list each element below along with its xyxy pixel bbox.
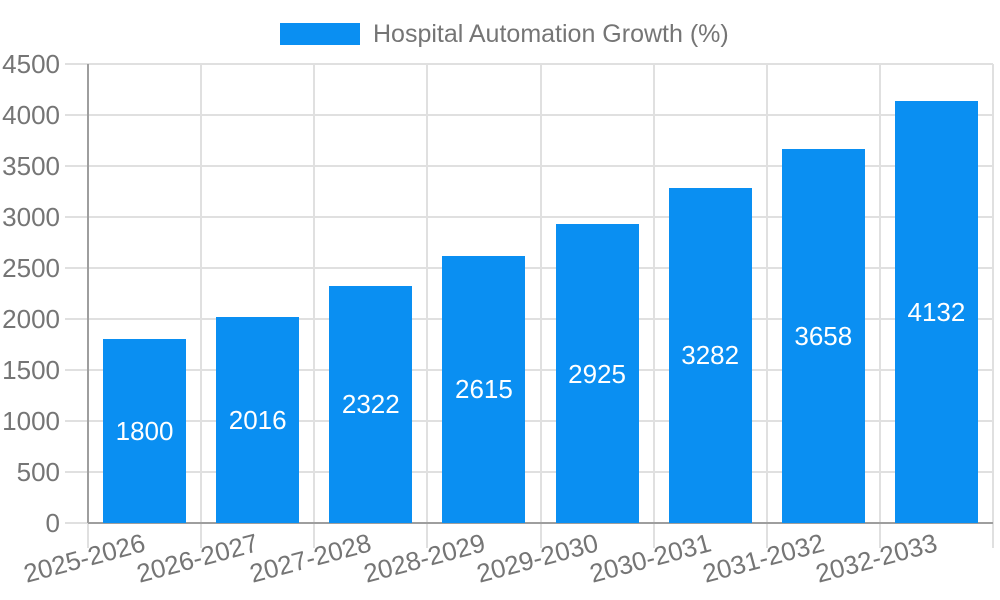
x-axis-line <box>88 522 993 524</box>
bar[interactable] <box>555 224 639 523</box>
bar[interactable] <box>103 339 187 523</box>
x-tick-label: 2029-2030 <box>473 527 601 589</box>
bar-value-label: 3282 <box>681 340 740 371</box>
gridline-vertical <box>539 63 542 548</box>
y-tick-label: 4500 <box>2 48 60 79</box>
legend-swatch-icon <box>280 23 360 45</box>
gridline-vertical <box>878 63 881 548</box>
bar[interactable] <box>894 101 978 523</box>
gridline-vertical <box>652 63 655 548</box>
y-tick-label: 0 <box>45 508 60 538</box>
bar[interactable] <box>329 285 413 523</box>
bar-value-label: 1800 <box>115 416 174 447</box>
x-tick-label: 2026-2027 <box>133 527 262 589</box>
legend-label: Hospital Automation Growth (%) <box>373 19 729 48</box>
x-tick-label: 2028-2029 <box>359 527 488 589</box>
gridline-vertical <box>313 63 316 548</box>
gridline-vertical <box>200 63 203 548</box>
gridline-horizontal <box>65 113 993 116</box>
bar-value-label: 3658 <box>794 321 853 352</box>
y-tick-label: 4000 <box>2 99 60 130</box>
y-tick-label: 2000 <box>2 303 60 334</box>
bar-value-label: 4132 <box>907 297 966 328</box>
y-tick-mark <box>65 522 88 524</box>
x-tick-mark <box>87 523 89 548</box>
bar-value-label: 2615 <box>455 374 513 405</box>
x-tick-label: 2031-2032 <box>699 527 828 589</box>
bar[interactable] <box>442 255 526 523</box>
gridline-horizontal <box>65 266 993 269</box>
gridline-horizontal <box>65 470 993 473</box>
y-tick-label: 2500 <box>2 252 60 283</box>
bar[interactable] <box>781 149 865 523</box>
x-tick-label: 2030-2031 <box>586 527 715 589</box>
gridline-horizontal <box>65 215 993 218</box>
gridline-horizontal <box>65 317 993 320</box>
y-tick-label: 1500 <box>2 354 60 385</box>
y-tick-label: 500 <box>16 456 60 487</box>
bar-value-label: 2925 <box>568 358 626 389</box>
bar-value-label: 2016 <box>228 405 287 436</box>
legend[interactable]: Hospital Automation Growth (%) <box>280 19 729 48</box>
gridline-vertical <box>426 63 429 548</box>
bar[interactable] <box>216 317 300 523</box>
y-tick-label: 3000 <box>2 201 60 232</box>
x-tick-label: 2027-2028 <box>246 527 375 589</box>
gridline-vertical <box>992 63 994 548</box>
x-tick-label: 2032-2033 <box>812 527 941 589</box>
y-tick-label: 1000 <box>2 405 60 436</box>
bar[interactable] <box>668 187 752 523</box>
bar-value-label: 2322 <box>341 389 400 420</box>
gridline-horizontal <box>65 62 993 65</box>
gridline-horizontal <box>65 419 993 422</box>
y-tick-label: 3500 <box>2 150 60 181</box>
gridline-vertical <box>765 63 768 548</box>
y-axis-line <box>87 63 89 523</box>
gridline-horizontal <box>65 164 993 167</box>
gridline-horizontal <box>65 368 993 371</box>
